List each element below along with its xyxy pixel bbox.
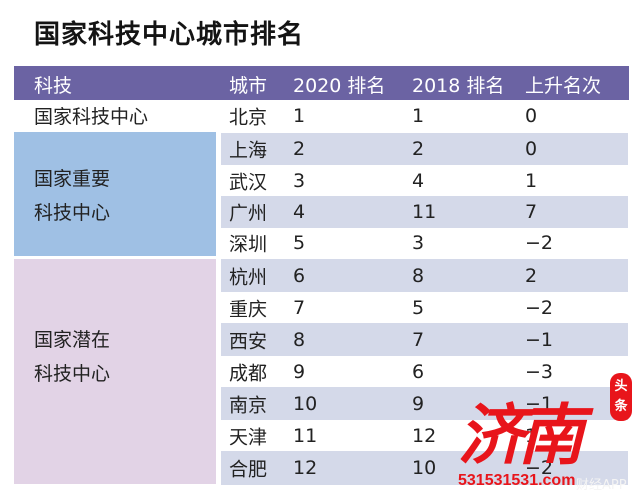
- cell-city: 上海: [229, 139, 268, 162]
- cell-rank-2020: 11: [293, 424, 318, 447]
- cell-rank-2018: 7: [412, 328, 425, 351]
- group-cell-national: 国家科技中心: [14, 100, 216, 132]
- cell-change: 0: [525, 138, 538, 160]
- group-label-line2: 科技中心: [34, 363, 111, 385]
- header-rank-2018: 2018 排名: [412, 75, 505, 97]
- cell-rank-2020: 3: [293, 169, 306, 192]
- cell-city: 南京: [229, 394, 268, 416]
- cell-city: 成都: [229, 362, 268, 384]
- header-rank-2020: 2020 排名: [293, 75, 386, 97]
- group-cell-potential: 国家潜在 科技中心: [14, 259, 216, 484]
- cell-rank-2020: 10: [293, 392, 318, 415]
- cell-change: 2: [525, 264, 538, 287]
- cell-rank-2018: 10: [412, 457, 437, 479]
- cell-change: 7: [525, 201, 538, 223]
- cell-rank-2020: 4: [293, 201, 306, 223]
- group-label-line1: 国家潜在: [34, 329, 111, 351]
- table-row: 广州 4 11 7: [221, 196, 628, 228]
- cell-city: 重庆: [229, 298, 268, 320]
- cell-rank-2020: 2: [293, 138, 306, 160]
- cell-rank-2020: 1: [293, 105, 306, 127]
- group-cell-important: 国家重要 科技中心: [14, 132, 216, 256]
- cell-rank-2018: 6: [412, 360, 425, 383]
- cell-change: −2: [525, 457, 554, 479]
- cell-city: 北京: [229, 106, 268, 129]
- cell-city: 西安: [229, 330, 268, 352]
- cell-city: 杭州: [229, 266, 268, 288]
- table-row: 合肥 12 10 −2: [221, 451, 628, 485]
- group-label-line1: 国家重要: [34, 168, 111, 190]
- cell-change: −2: [525, 296, 554, 319]
- cell-city: 深圳: [229, 233, 268, 256]
- cell-rank-2018: 4: [412, 169, 425, 192]
- table-row: 深圳 5 3 −2: [221, 228, 628, 258]
- cell-rank-2018: 5: [412, 296, 425, 319]
- cell-change: −3: [525, 360, 554, 383]
- table-row: 成都 9 6 −3: [221, 356, 628, 387]
- table-row: 重庆 7 5 −2: [221, 292, 628, 323]
- cell-change: 0: [525, 105, 538, 127]
- group-label-line2: 科技中心: [34, 202, 111, 224]
- cell-change: 1: [525, 169, 538, 192]
- cell-rank-2020: 6: [293, 264, 306, 287]
- cell-rank-2018: 11: [412, 201, 437, 223]
- cell-rank-2020: 9: [293, 360, 306, 383]
- cell-rank-2020: 8: [293, 328, 306, 351]
- cell-rank-2020: 12: [293, 457, 318, 479]
- page-title: 国家科技中心城市排名: [34, 20, 305, 50]
- cell-rank-2018: 2: [412, 138, 425, 160]
- cell-change: 1: [525, 424, 538, 447]
- cell-city: 天津: [229, 426, 268, 448]
- header-category: 科技: [34, 75, 73, 97]
- cell-rank-2020: 7: [293, 296, 306, 319]
- cell-rank-2018: 3: [412, 232, 425, 254]
- table-row: 杭州 6 8 2: [221, 259, 628, 292]
- cell-city: 武汉: [229, 171, 268, 193]
- header-change: 上升名次: [525, 75, 602, 97]
- cell-rank-2018: 9: [412, 392, 425, 415]
- cell-rank-2018: 1: [412, 105, 425, 127]
- table-row: 武汉 3 4 1: [221, 165, 628, 196]
- cell-change: −1: [525, 392, 554, 415]
- table-row: 上海 2 2 0: [221, 133, 628, 165]
- table-header: 科技 城市 2020 排名 2018 排名 上升名次: [14, 66, 629, 100]
- header-city: 城市: [229, 75, 268, 97]
- table-row: 天津 11 12 1: [221, 420, 628, 451]
- cell-rank-2018: 8: [412, 264, 425, 287]
- cell-city: 广州: [229, 202, 268, 225]
- table-row: 西安 8 7 −1: [221, 323, 628, 356]
- table-row: 南京 10 9 −1: [221, 387, 628, 420]
- cell-rank-2018: 12: [412, 424, 437, 447]
- cell-change: −1: [525, 328, 554, 351]
- cell-city: 合肥: [229, 458, 268, 481]
- group-label: 国家科技中心: [34, 106, 149, 128]
- cell-rank-2020: 5: [293, 232, 306, 254]
- cell-change: −2: [525, 232, 554, 254]
- table-row: 北京 1 1 0: [221, 100, 628, 132]
